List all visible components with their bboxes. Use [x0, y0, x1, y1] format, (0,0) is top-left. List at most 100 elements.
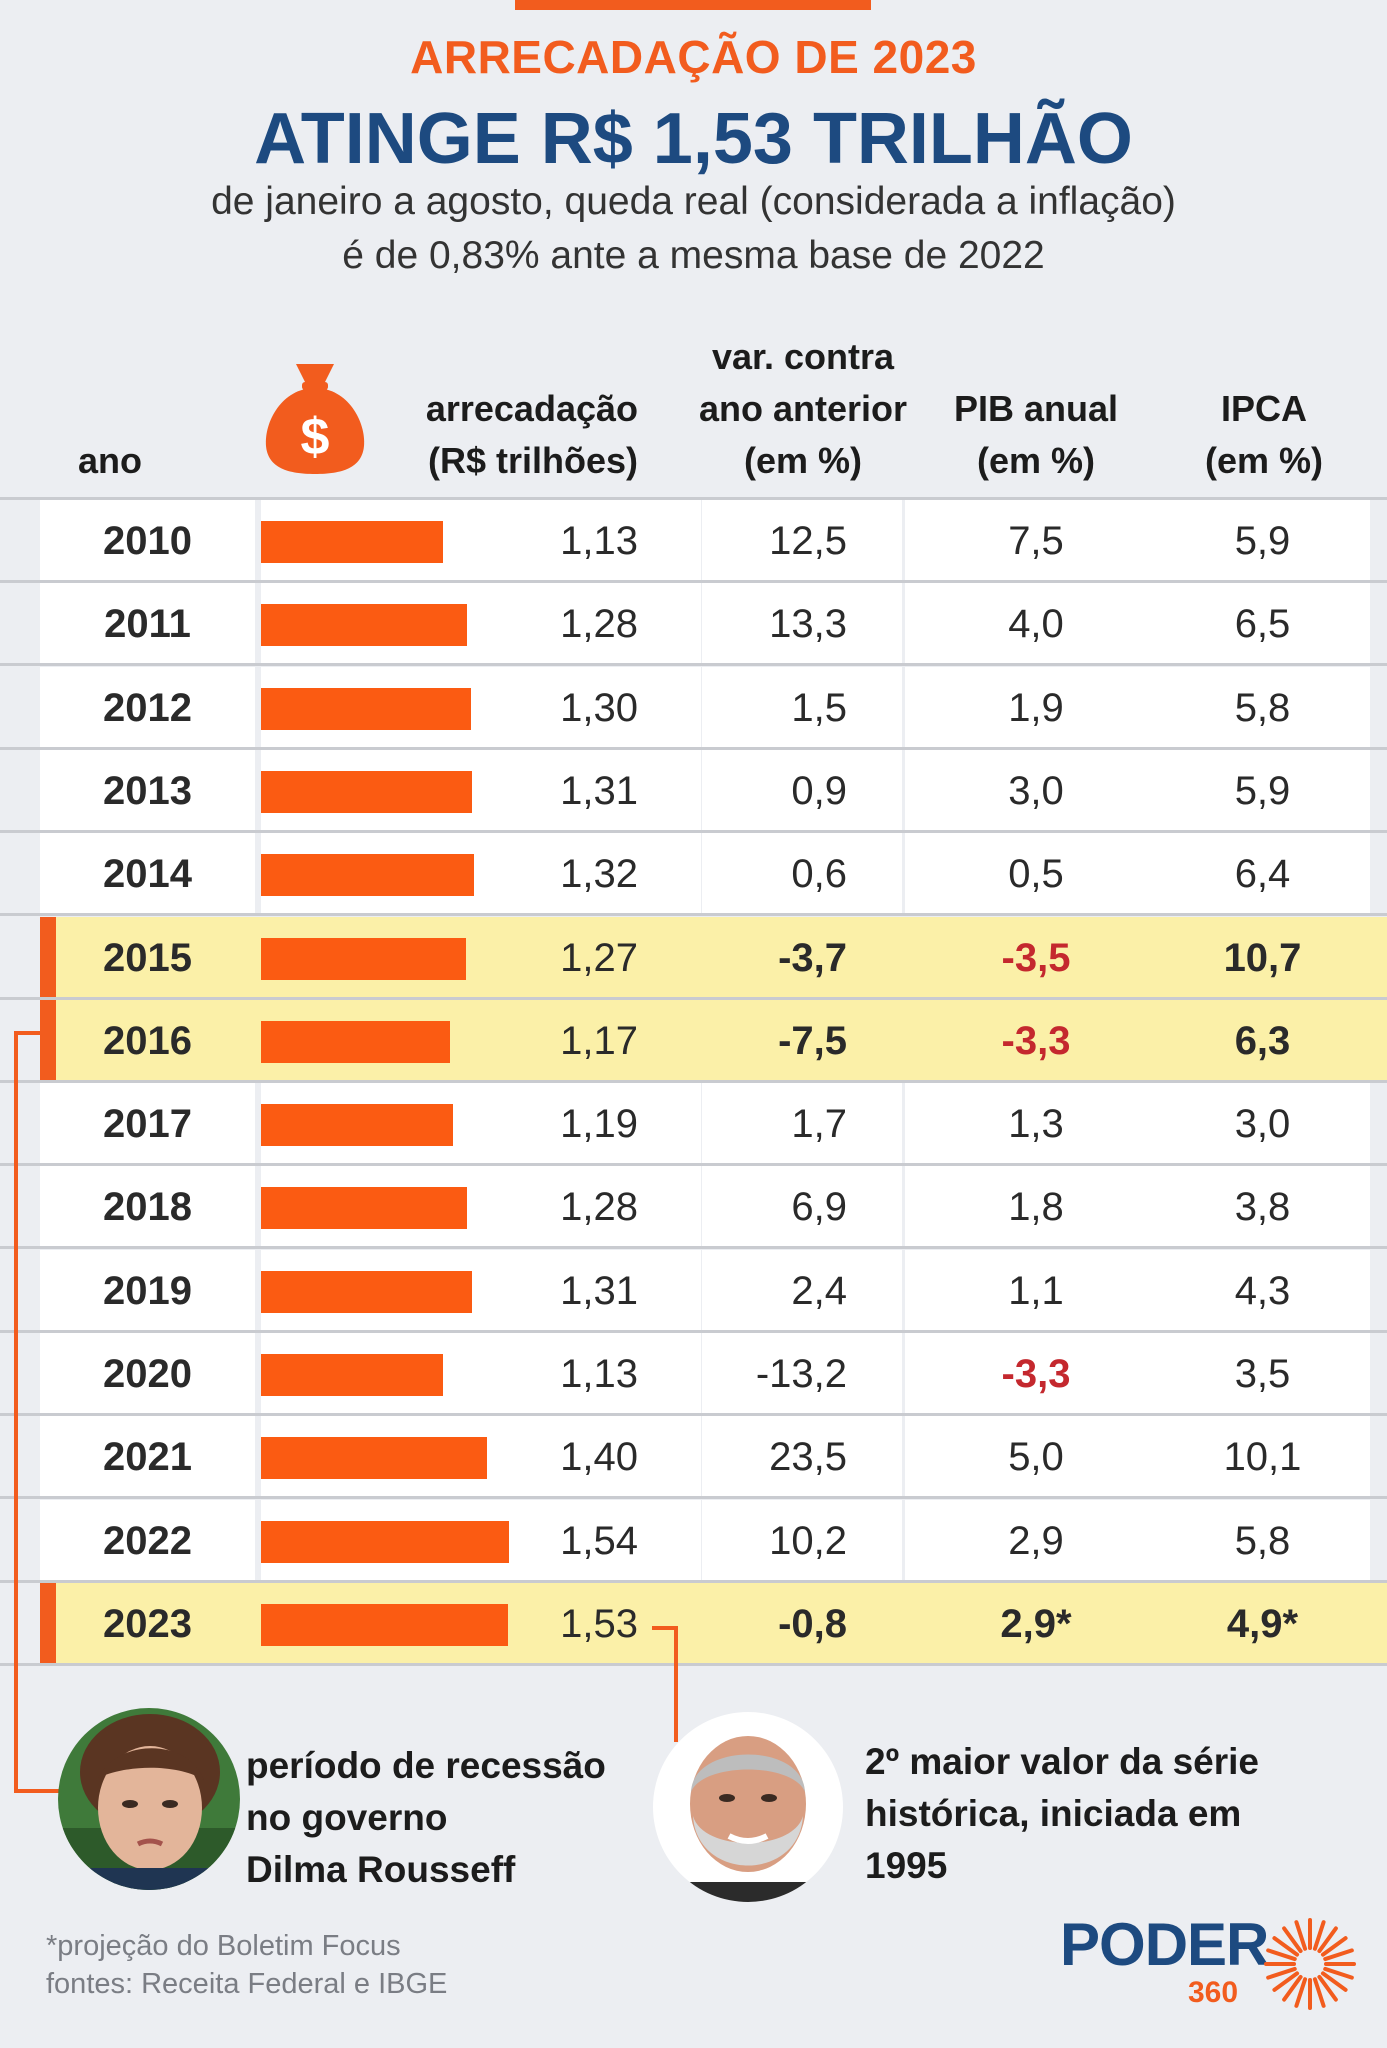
sun-ray [1323, 1966, 1354, 1980]
year-label: 2020 [103, 1352, 192, 1396]
pib-value: 2,9 [1008, 1519, 1064, 1563]
sunburst-icon [1264, 1918, 1356, 2010]
sun-ray [1266, 1966, 1297, 1980]
ipca-value: 4,3 [1234, 1269, 1291, 1313]
table-cell-bg [40, 1500, 255, 1580]
money-bag-icon: $ [265, 364, 365, 474]
arrecadacao-value: 1,27 [560, 936, 638, 980]
table-cell-bg [1155, 1250, 1370, 1330]
table-cell-bg [40, 583, 255, 663]
table-cell-bg [905, 1416, 1167, 1496]
table-cell-bg [905, 583, 1167, 663]
pib-value: 2,9* [1000, 1602, 1072, 1646]
row-separator [0, 1496, 1387, 1499]
table-cell-bg [1155, 1333, 1370, 1413]
lula-photo [653, 1712, 843, 1902]
var-value: 6,9 [791, 1185, 847, 1229]
year-label: 2017 [103, 1102, 192, 1146]
table-cell-bg [905, 1333, 1167, 1413]
var-value: 1,7 [791, 1102, 847, 1146]
table-cell-bg [702, 833, 902, 913]
table-cell-bg [40, 500, 255, 580]
row-separator [0, 1080, 1387, 1083]
sun-ray [1272, 1936, 1300, 1957]
year-label: 2012 [103, 686, 192, 730]
table-cell-bg [905, 1250, 1167, 1330]
arrecadacao-value: 1,31 [560, 769, 638, 813]
var-value: 2,4 [791, 1269, 847, 1313]
ipca-value: 3,8 [1234, 1185, 1291, 1229]
arrecadacao-bar [261, 771, 472, 813]
column-header-ipca: IPCA (em %) [1204, 388, 1324, 481]
var-value: -3,7 [778, 936, 847, 980]
dilma-bracket-vertical [14, 1031, 18, 1793]
ipca-value: 10,1 [1223, 1435, 1302, 1479]
ipca-value: 5,9 [1234, 519, 1291, 563]
sun-ray [1294, 1920, 1308, 1951]
sun-ray [1320, 1971, 1348, 1992]
lula-bracket-vertical [674, 1626, 678, 1742]
arrecadacao-value: 1,28 [560, 602, 638, 646]
year-label: 2015 [103, 936, 192, 980]
table-cell-bg [40, 667, 255, 747]
footnote-sources: fontes: Receita Federal e IBGE [46, 1968, 448, 2000]
arrecadacao-bar [261, 1521, 509, 1563]
table-cell-bg [702, 1166, 902, 1246]
sun-ray [1317, 1926, 1338, 1954]
pib-value: 1,9 [1008, 686, 1064, 730]
table-cell-bg [905, 1166, 1167, 1246]
year-label: 2011 [104, 602, 191, 646]
var-value: 0,9 [791, 769, 847, 813]
pib-value: -3,5 [1001, 936, 1071, 980]
ipca-value: 6,5 [1234, 602, 1291, 646]
table-cell-bg [702, 1500, 902, 1580]
table-cell-bg [40, 750, 255, 830]
row-separator [0, 830, 1387, 833]
table-cell-bg [1155, 1083, 1370, 1163]
table-cell-bg [1155, 667, 1370, 747]
arrecadacao-bar [261, 1437, 487, 1479]
subtitle-line-2: é de 0,83% ante a mesma base de 2022 [342, 234, 1045, 277]
ipca-value: 5,8 [1234, 686, 1291, 730]
table-cell-bg [905, 833, 1167, 913]
table-cell-bg [40, 1333, 255, 1413]
pib-value: 4,0 [1008, 602, 1064, 646]
table-cell-bg [702, 667, 902, 747]
table-cell-bg [702, 500, 902, 580]
year-label: 2021 [103, 1435, 192, 1479]
table-cell-bg [40, 1250, 255, 1330]
table-cell-bg [905, 500, 1167, 580]
table-cell-bg [1155, 1416, 1370, 1496]
table-cell-bg [1155, 500, 1370, 580]
row-separator [0, 1163, 1387, 1166]
var-value: -0,8 [778, 1602, 847, 1646]
row-separator [0, 997, 1387, 1000]
arrecadacao-bar [261, 604, 467, 646]
logo-number: 360 [1188, 1976, 1239, 2009]
arrecadacao-value: 1,13 [560, 519, 638, 563]
table-cell-bg [702, 750, 902, 830]
arrecadacao-value: 1,53 [560, 1602, 638, 1646]
sun-ray [1323, 1948, 1354, 1962]
pib-value: 1,8 [1008, 1185, 1064, 1229]
var-value: 23,5 [769, 1435, 847, 1479]
table-cell-bg [1155, 833, 1370, 913]
dilma-bracket-top [14, 1031, 42, 1035]
arrecadacao-value: 1,32 [560, 852, 638, 896]
arrecadacao-value: 1,40 [560, 1435, 638, 1479]
pib-value: -3,3 [1001, 1352, 1071, 1396]
table-cell-bg [40, 1166, 255, 1246]
table-cell-bg [1155, 1500, 1370, 1580]
table-cell-bg [905, 667, 1167, 747]
row-separator [0, 580, 1387, 583]
row-separator [0, 1246, 1387, 1249]
svg-text:$: $ [301, 408, 330, 466]
arrecadacao-bar [261, 1271, 472, 1313]
arrecadacao-bar [261, 521, 443, 563]
ipca-value: 10,7 [1223, 936, 1302, 980]
arrecadacao-value: 1,31 [560, 1269, 638, 1313]
sun-ray [1312, 1920, 1326, 1951]
arrecadacao-bar [261, 1104, 453, 1146]
var-value: -13,2 [755, 1352, 847, 1396]
dilma-annotation: período de recessão no governo Dilma Rouss… [246, 1745, 606, 1890]
